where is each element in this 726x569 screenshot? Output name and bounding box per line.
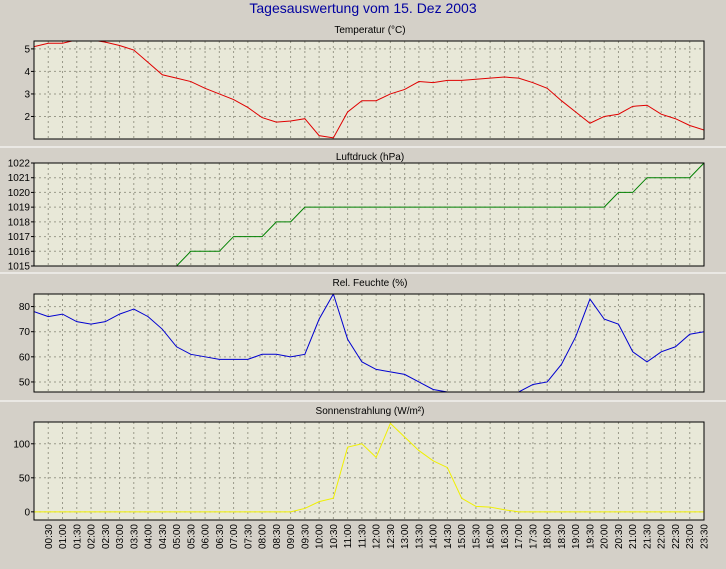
x-tick-label: 17:00	[514, 524, 525, 549]
plot-area	[34, 422, 704, 520]
x-tick-label: 23:00	[685, 524, 696, 549]
x-tick-label: 14:30	[443, 524, 454, 549]
x-tick-label: 19:00	[571, 524, 582, 549]
x-tick-label: 21:00	[628, 524, 639, 549]
x-tick-label: 07:00	[229, 524, 240, 549]
panel-title: Luftdruck (hPa)	[336, 152, 404, 163]
y-tick-label: 1019	[8, 203, 31, 214]
plot-border	[33, 162, 705, 267]
x-tick-label: 22:30	[671, 524, 682, 549]
x-tick-label: 06:30	[215, 524, 226, 549]
plot-area	[34, 41, 704, 139]
y-tick-label: 50	[19, 473, 31, 484]
x-tick-label: 08:30	[272, 524, 283, 549]
x-tick-label: 05:30	[186, 524, 197, 549]
x-tick-label: 13:30	[414, 524, 425, 549]
x-tick-label: 12:30	[386, 524, 397, 549]
x-tick-label: 07:30	[243, 524, 254, 549]
x-tick-label: 03:30	[129, 524, 140, 549]
x-tick-label: 12:00	[372, 524, 383, 549]
panel-title: Rel. Feuchte (%)	[332, 278, 407, 289]
x-tick-label: 16:30	[500, 524, 511, 549]
y-tick-label: 50	[19, 377, 31, 388]
page-title: Tagesauswertung vom 15. Dez 2003	[249, 0, 476, 16]
x-tick-label: 06:00	[201, 524, 212, 549]
x-tick-label: 11:00	[343, 524, 354, 549]
y-tick-label: 5	[24, 44, 30, 55]
x-tick-label: 04:30	[158, 524, 169, 549]
x-tick-label: 04:00	[144, 524, 155, 549]
plot-border	[33, 293, 705, 393]
x-tick-label: 15:00	[457, 524, 468, 549]
x-tick-label: 13:00	[400, 524, 411, 549]
x-tick-label: 19:30	[585, 524, 596, 549]
x-tick-label: 11:30	[357, 524, 368, 549]
y-tick-label: 4	[24, 67, 30, 78]
panel-title: Sonnenstrahlung (W/m²)	[316, 406, 425, 417]
x-tick-label: 15:30	[471, 524, 482, 549]
panel-title: Temperatur (°C)	[334, 25, 405, 36]
data-line	[34, 294, 704, 392]
y-tick-label: 100	[13, 439, 30, 450]
x-tick-label: 14:00	[429, 524, 440, 549]
x-tick-label: 01:00	[58, 524, 69, 549]
x-tick-label: 21:30	[642, 524, 653, 549]
x-tick-label: 01:30	[72, 524, 83, 549]
y-tick-label: 1022	[8, 159, 31, 170]
x-tick-label: 10:30	[329, 524, 340, 549]
plot-area	[34, 163, 704, 266]
y-tick-label: 80	[19, 302, 31, 313]
x-tick-label: 18:30	[557, 524, 568, 549]
y-tick-label: 1018	[8, 217, 31, 228]
y-tick-label: 70	[19, 327, 31, 338]
y-tick-label: 60	[19, 352, 31, 363]
x-tick-label: 22:00	[657, 524, 668, 549]
x-tick-label: 05:00	[172, 524, 183, 549]
data-line	[175, 163, 704, 266]
y-tick-label: 1015	[8, 262, 31, 273]
x-tick-label: 02:00	[87, 524, 98, 549]
y-tick-label: 1020	[8, 188, 31, 199]
data-line	[34, 422, 704, 513]
x-tick-label: 23:30	[700, 524, 711, 549]
x-tick-label: 10:00	[315, 524, 326, 549]
x-tick-label: 03:00	[115, 524, 126, 549]
y-tick-label: 1021	[8, 173, 31, 184]
y-tick-label: 1016	[8, 247, 31, 258]
y-tick-label: 1017	[8, 232, 31, 243]
x-tick-label: 09:00	[286, 524, 297, 549]
plot-border	[33, 40, 705, 140]
y-tick-label: 0	[24, 507, 30, 518]
plot-border	[33, 421, 705, 521]
plot-area	[34, 294, 704, 392]
x-tick-label: 00:30	[44, 524, 55, 549]
data-line	[34, 41, 704, 139]
y-tick-label: 2	[24, 112, 30, 123]
x-tick-label: 02:30	[101, 524, 112, 549]
x-tick-label: 09:30	[300, 524, 311, 549]
x-tick-label: 08:00	[258, 524, 269, 549]
y-tick-label: 3	[24, 89, 30, 100]
x-tick-label: 20:00	[600, 524, 611, 549]
x-tick-label: 17:30	[528, 524, 539, 549]
x-tick-label: 16:00	[486, 524, 497, 549]
x-tick-label: 18:00	[543, 524, 554, 549]
x-tick-label: 20:30	[614, 524, 625, 549]
